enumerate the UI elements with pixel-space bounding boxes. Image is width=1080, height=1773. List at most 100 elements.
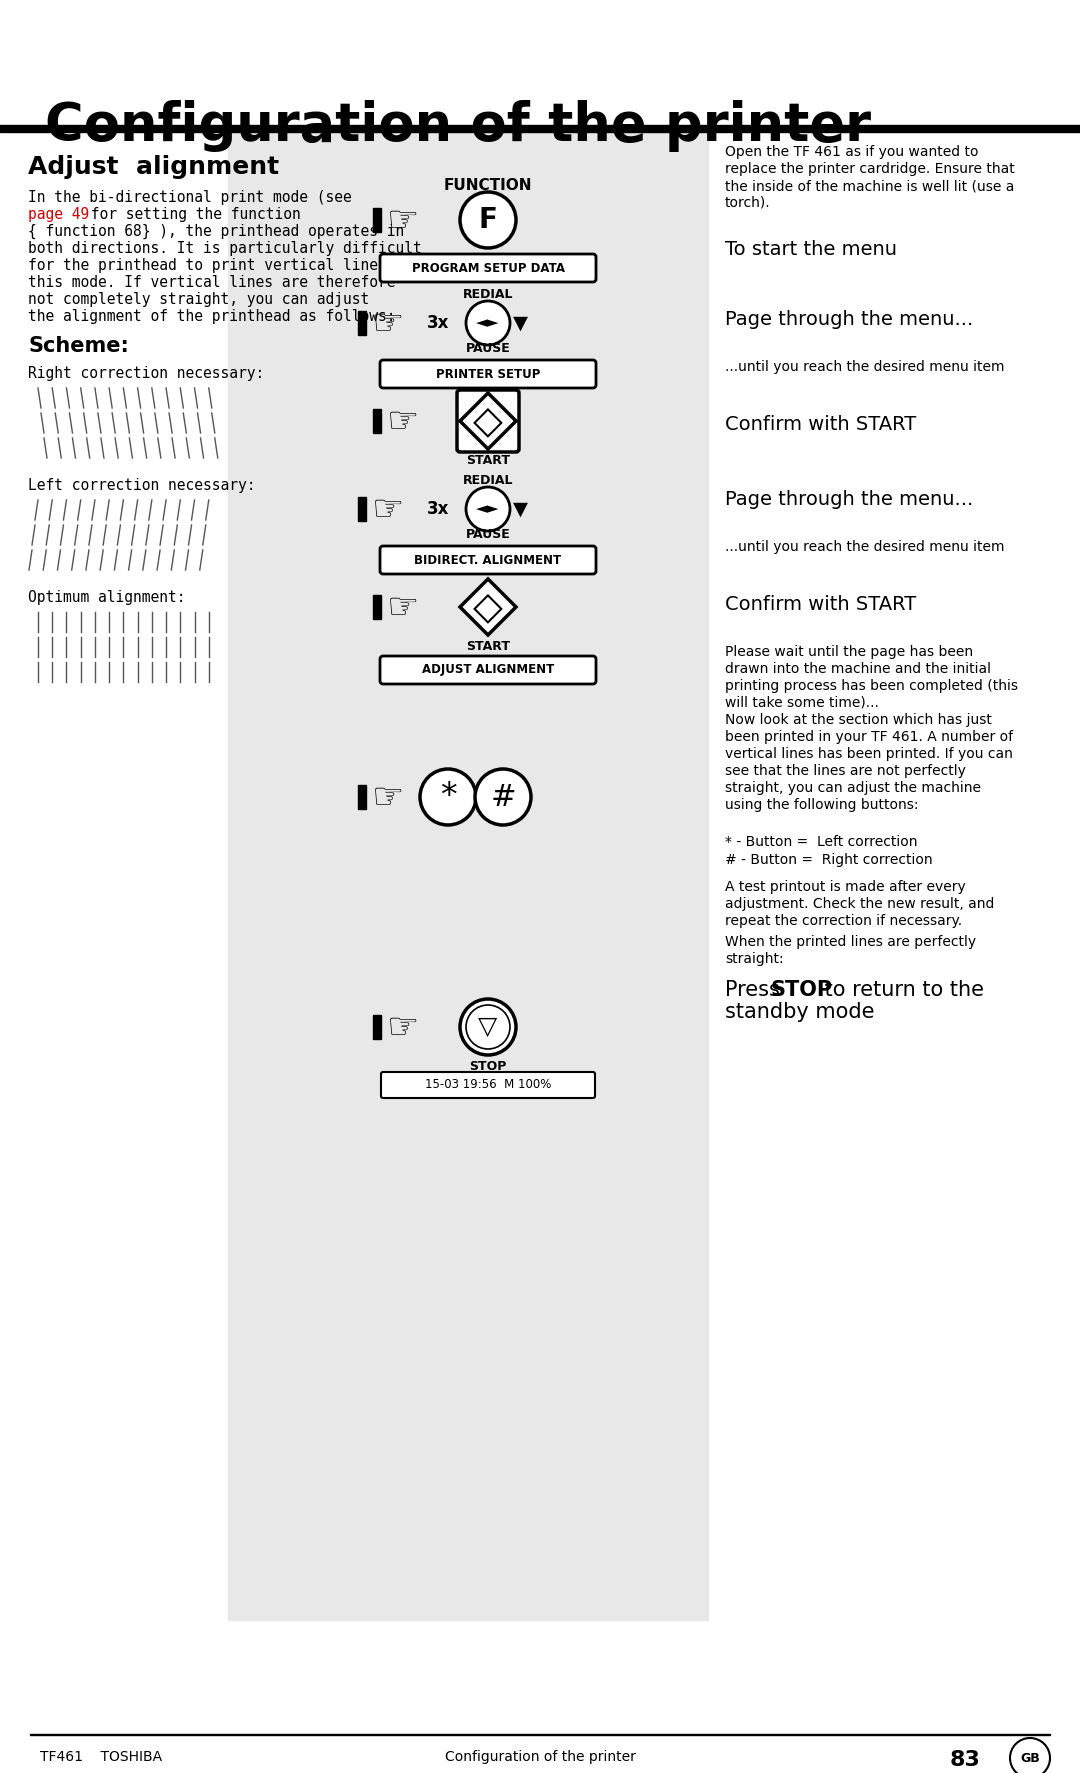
Text: Configuration of the printer: Configuration of the printer [45, 99, 870, 152]
Text: Confirm with START: Confirm with START [725, 415, 916, 434]
Text: PROGRAM SETUP DATA: PROGRAM SETUP DATA [411, 261, 565, 275]
Text: Left correction necessary:: Left correction necessary: [28, 479, 256, 493]
Text: Right correction necessary:: Right correction necessary: [28, 365, 265, 381]
FancyBboxPatch shape [380, 254, 596, 282]
Bar [373, 1014, 381, 1039]
Text: for the printhead to print vertical lines in: for the printhead to print vertical line… [28, 259, 413, 273]
Text: 3x: 3x [427, 314, 449, 332]
Text: torch).: torch). [725, 197, 771, 209]
Text: STOP: STOP [470, 1060, 507, 1073]
Circle shape [1010, 1738, 1050, 1773]
Bar [357, 785, 366, 808]
Text: ADJUST ALIGNMENT: ADJUST ALIGNMENT [422, 663, 554, 677]
Text: ▼: ▼ [513, 314, 527, 333]
Text: ☞: ☞ [387, 590, 419, 624]
Text: been printed in your TF 461. A number of: been printed in your TF 461. A number of [725, 730, 1013, 745]
Text: { function 68} ), the printhead operates in: { function 68} ), the printhead operates… [28, 223, 404, 239]
Text: 3x: 3x [427, 500, 449, 518]
Text: PAUSE: PAUSE [465, 342, 511, 356]
Text: straight, you can adjust the machine: straight, you can adjust the machine [725, 780, 981, 794]
Text: Adjust  alignment: Adjust alignment [28, 154, 279, 179]
Text: this mode. If vertical lines are therefore: this mode. If vertical lines are therefo… [28, 275, 395, 291]
Text: standby mode: standby mode [725, 1002, 875, 1021]
Text: ☞: ☞ [372, 491, 404, 527]
Circle shape [460, 998, 516, 1055]
Text: F: F [478, 206, 498, 234]
Text: A test printout is made after every: A test printout is made after every [725, 879, 966, 894]
Text: #: # [490, 782, 516, 812]
Circle shape [465, 301, 510, 346]
Text: To start the menu: To start the menu [725, 239, 897, 259]
Text: see that the lines are not perfectly: see that the lines are not perfectly [725, 764, 966, 778]
Text: Configuration of the printer: Configuration of the printer [445, 1750, 635, 1764]
Text: vertical lines has been printed. If you can: vertical lines has been printed. If you … [725, 746, 1013, 761]
Text: Optimum alignment:: Optimum alignment: [28, 590, 186, 605]
Text: Press: Press [725, 980, 786, 1000]
Bar [373, 596, 381, 619]
Text: ▼: ▼ [513, 500, 527, 518]
Bar [228, 131, 708, 1621]
Text: Please wait until the page has been: Please wait until the page has been [725, 645, 973, 660]
Bar [0, 126, 1080, 131]
Text: ...until you reach the desired menu item: ...until you reach the desired menu item [725, 360, 1004, 374]
Text: using the following buttons:: using the following buttons: [725, 798, 918, 812]
Text: PAUSE: PAUSE [465, 528, 511, 541]
Text: will take some time)...: will take some time)... [725, 697, 879, 709]
Text: the alignment of the printhead as follows:: the alignment of the printhead as follow… [28, 309, 395, 324]
Text: ▽: ▽ [478, 1014, 498, 1039]
FancyBboxPatch shape [380, 546, 596, 574]
Text: repeat the correction if necessary.: repeat the correction if necessary. [725, 915, 962, 927]
Text: BIDIRECT. ALIGNMENT: BIDIRECT. ALIGNMENT [415, 553, 562, 567]
Bar [373, 207, 381, 232]
Text: ☞: ☞ [372, 307, 404, 340]
FancyBboxPatch shape [457, 390, 519, 452]
Text: to return to the: to return to the [818, 980, 984, 1000]
Text: When the printed lines are perfectly: When the printed lines are perfectly [725, 934, 976, 949]
Text: replace the printer cardridge. Ensure that: replace the printer cardridge. Ensure th… [725, 161, 1015, 176]
Text: both directions. It is particularly difficult: both directions. It is particularly diff… [28, 241, 422, 255]
Circle shape [475, 769, 531, 824]
Text: START: START [465, 454, 510, 468]
Bar [357, 496, 366, 521]
Text: page 49: page 49 [28, 207, 90, 222]
Text: Page through the menu...: Page through the menu... [725, 489, 973, 509]
Text: Open the TF 461 as if you wanted to: Open the TF 461 as if you wanted to [725, 145, 978, 160]
Text: FUNCTION: FUNCTION [444, 177, 532, 193]
Text: REDIAL: REDIAL [462, 475, 513, 488]
Text: adjustment. Check the new result, and: adjustment. Check the new result, and [725, 897, 995, 911]
Text: *: * [440, 780, 457, 814]
Bar [357, 310, 366, 335]
Text: straight:: straight: [725, 952, 784, 966]
Polygon shape [460, 580, 516, 635]
Text: drawn into the machine and the initial: drawn into the machine and the initial [725, 661, 991, 676]
Bar [373, 410, 381, 433]
Text: ☞: ☞ [387, 404, 419, 438]
Text: the inside of the machine is well lit (use a: the inside of the machine is well lit (u… [725, 179, 1014, 193]
Text: printing process has been completed (this: printing process has been completed (thi… [725, 679, 1018, 693]
Text: ☞: ☞ [387, 1011, 419, 1044]
Circle shape [465, 1005, 510, 1050]
Text: ◇: ◇ [473, 589, 503, 626]
FancyBboxPatch shape [380, 656, 596, 684]
Circle shape [460, 191, 516, 248]
Text: 83: 83 [950, 1750, 981, 1769]
Text: not completely straight, you can adjust: not completely straight, you can adjust [28, 293, 369, 307]
Text: ◄►: ◄► [476, 502, 500, 516]
Bar [0, 0, 1080, 129]
Text: ☞: ☞ [387, 202, 419, 238]
Text: Confirm with START: Confirm with START [725, 596, 916, 613]
Text: ☞: ☞ [372, 780, 404, 814]
Text: Page through the menu...: Page through the menu... [725, 310, 973, 330]
Text: * - Button =  Left correction: * - Button = Left correction [725, 835, 918, 849]
Text: REDIAL: REDIAL [462, 289, 513, 301]
FancyBboxPatch shape [381, 1073, 595, 1097]
Text: PRINTER SETUP: PRINTER SETUP [436, 367, 540, 381]
Text: TF461    TOSHIBA: TF461 TOSHIBA [40, 1750, 162, 1764]
FancyBboxPatch shape [380, 360, 596, 388]
Polygon shape [460, 394, 516, 449]
Text: In the bi-directional print mode (see: In the bi-directional print mode (see [28, 190, 352, 206]
Text: START: START [465, 640, 510, 654]
Text: STOP: STOP [770, 980, 832, 1000]
Text: for setting the function: for setting the function [82, 207, 300, 222]
Circle shape [465, 488, 510, 530]
